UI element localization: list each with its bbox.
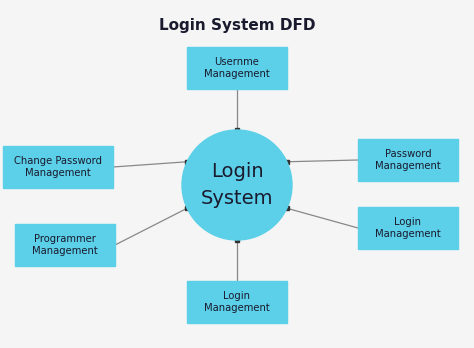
Circle shape bbox=[182, 130, 292, 240]
FancyBboxPatch shape bbox=[358, 207, 458, 249]
FancyBboxPatch shape bbox=[187, 281, 287, 323]
Text: Programmer
Management: Programmer Management bbox=[32, 234, 98, 256]
FancyBboxPatch shape bbox=[3, 146, 113, 188]
FancyBboxPatch shape bbox=[15, 224, 115, 266]
Text: Login System DFD: Login System DFD bbox=[159, 18, 315, 33]
Text: Password
Management: Password Management bbox=[375, 149, 441, 172]
Text: Login
Management: Login Management bbox=[204, 291, 270, 314]
FancyBboxPatch shape bbox=[358, 139, 458, 181]
Text: Login
System: Login System bbox=[201, 162, 273, 208]
Text: Login
Management: Login Management bbox=[375, 216, 441, 239]
FancyBboxPatch shape bbox=[187, 47, 287, 89]
Text: Usernme
Management: Usernme Management bbox=[204, 57, 270, 79]
Text: Change Password
Management: Change Password Management bbox=[14, 156, 102, 179]
